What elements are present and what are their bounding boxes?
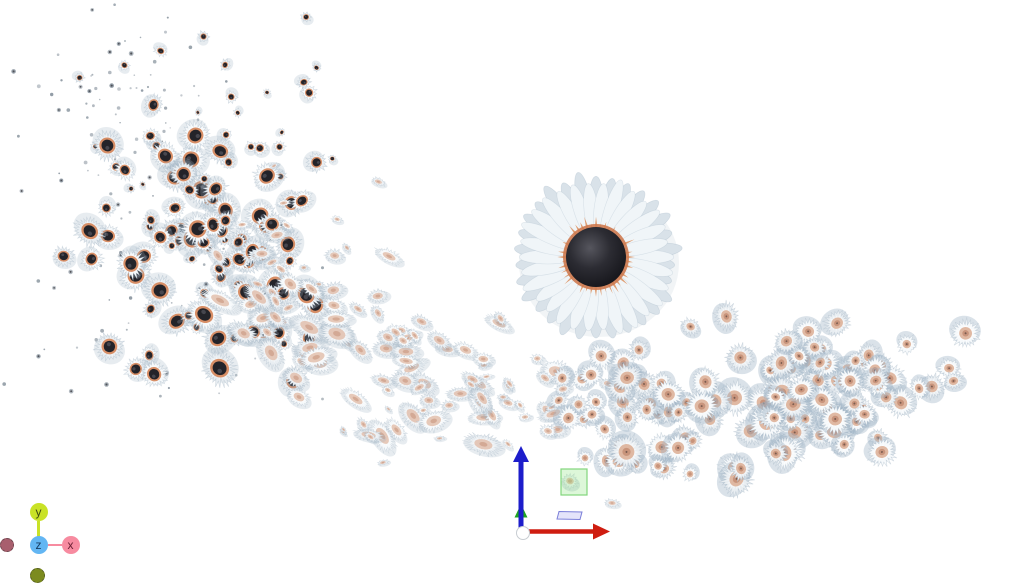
translate-plane-handle-green[interactable] xyxy=(560,468,588,496)
hero-flower[interactable] xyxy=(514,171,683,340)
flower-field[interactable] xyxy=(0,3,986,510)
axis-ball-y-label: y xyxy=(35,504,42,519)
cluster-band-under-specks[interactable] xyxy=(337,372,496,468)
cluster-speck-trail[interactable] xyxy=(11,3,228,220)
axis-ball-x-label: x xyxy=(67,538,74,552)
hero-flower-core xyxy=(566,227,626,287)
axis-ball-neg-x[interactable] xyxy=(0,538,14,552)
translate-plane-handle-blue[interactable] xyxy=(556,510,583,521)
cluster-mid-band[interactable] xyxy=(194,225,579,461)
translate-handle-x[interactable] xyxy=(529,523,610,540)
axis-ball-z-label: z xyxy=(35,538,42,552)
translate-gizmo xyxy=(513,446,610,540)
scattered-flowers[interactable] xyxy=(500,368,702,510)
translate-handle-y[interactable] xyxy=(513,446,529,528)
axis-ball-z[interactable]: z xyxy=(29,536,48,554)
axis-ball-y[interactable]: y xyxy=(29,502,48,521)
cluster-left-dense-cluster[interactable] xyxy=(51,91,333,398)
axis-ball-x[interactable]: x xyxy=(61,536,80,554)
translate-origin-handle[interactable] xyxy=(516,526,530,540)
cluster-right-upper-cluster[interactable] xyxy=(708,298,985,438)
cluster-left-edge-tilted[interactable] xyxy=(232,161,389,304)
axis-ball-neg-y[interactable] xyxy=(29,568,45,583)
